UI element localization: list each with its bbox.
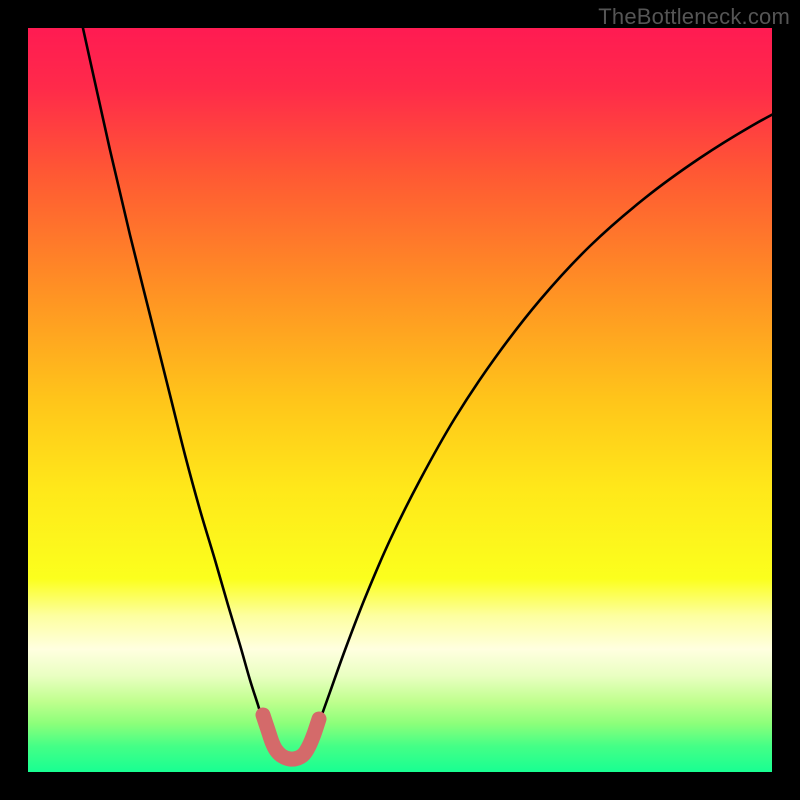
chart-frame: TheBottleneck.com — [0, 0, 800, 800]
gradient-background — [28, 28, 772, 772]
bottleneck-curve-chart — [28, 28, 772, 772]
watermark-text: TheBottleneck.com — [598, 4, 790, 30]
